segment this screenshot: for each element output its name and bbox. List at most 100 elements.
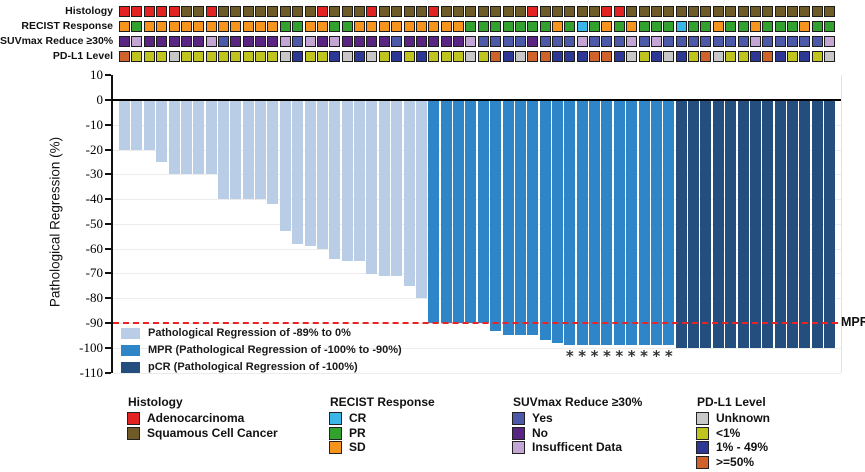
- annotation-square: [440, 6, 452, 17]
- annotation-square: [688, 21, 699, 32]
- annotation-square: [205, 21, 217, 32]
- annotation-square: [564, 50, 576, 62]
- annotation-square: [601, 50, 613, 62]
- patient-bar: [589, 101, 601, 346]
- annotation-square: [700, 6, 712, 17]
- legend-swatch: [696, 441, 709, 455]
- annotation-square: [230, 21, 242, 32]
- y-tick-label: -70: [85, 265, 103, 281]
- patient-bar: [799, 101, 811, 348]
- annotation-square: [316, 6, 328, 17]
- legend-swatch: [512, 426, 525, 440]
- annotation-square: [799, 36, 811, 47]
- legend-swatch: [329, 412, 342, 425]
- y-tick-mark: [105, 123, 111, 126]
- legend-swatch: [329, 441, 342, 455]
- annotation-square: [428, 50, 440, 62]
- annotation-square: [490, 36, 502, 47]
- annotation-square: [415, 21, 427, 32]
- legend-item-label: <1%: [716, 425, 741, 440]
- legend-swatch: [512, 412, 525, 425]
- annotation-square: [811, 50, 823, 62]
- annotation-square: [403, 50, 415, 62]
- patient-bar: [552, 101, 563, 343]
- annotation-square: [205, 36, 217, 47]
- annotation-square: [304, 21, 316, 32]
- annotation-square: [539, 21, 551, 32]
- y-tick-mark: [105, 173, 111, 176]
- annotation-square: [180, 50, 192, 62]
- plot-right-border: [841, 75, 842, 373]
- patient-bar: [304, 101, 316, 247]
- legend-item-label: SD: [349, 440, 366, 455]
- plot-legend-label: pCR (Pathological Regression of -100%): [148, 361, 358, 373]
- annotation-square: [824, 6, 836, 17]
- patient-bar: [168, 101, 180, 175]
- plot-legend-label: MPR (Pathological Regression of -100% to…: [148, 344, 402, 356]
- annotation-square: [403, 21, 415, 32]
- legend-item-label: PR: [349, 425, 366, 440]
- annotation-square: [712, 21, 724, 32]
- annotation-square: [650, 6, 662, 17]
- asterisk-marker: *: [652, 347, 661, 365]
- patient-bar: [180, 101, 192, 175]
- annotation-square: [527, 21, 539, 32]
- annotation-square: [403, 36, 415, 47]
- annotation-square: [168, 50, 180, 62]
- annotation-square: [193, 36, 205, 47]
- patient-bar: [663, 101, 675, 346]
- annotation-square: [230, 50, 242, 62]
- patient-bar: [700, 101, 712, 348]
- annotation-square: [811, 36, 823, 47]
- annotation-square: [255, 36, 267, 47]
- y-tick-label: -10: [85, 116, 103, 132]
- annotation-square: [712, 50, 724, 62]
- annotation-square: [131, 50, 143, 62]
- annotation-square: [218, 6, 229, 17]
- patient-bar: [131, 101, 143, 150]
- legend-item-label: Adenocarcinoma: [147, 411, 245, 425]
- mpr-reference-line: [113, 322, 838, 324]
- annotation-square: [156, 6, 168, 17]
- gridline: [113, 248, 841, 250]
- patient-bar: [391, 101, 403, 276]
- legend-swatch: [127, 426, 140, 440]
- patient-bar: [490, 101, 502, 331]
- annotation-square: [428, 6, 440, 17]
- annotation-square: [737, 6, 749, 17]
- legend-item-label: 1% - 49%: [716, 440, 769, 455]
- patient-bar: [453, 101, 464, 323]
- annotation-square: [242, 50, 254, 62]
- patient-bar: [626, 101, 638, 346]
- annotation-square: [650, 21, 662, 32]
- annotation-square: [799, 6, 811, 17]
- annotation-square: [341, 6, 353, 17]
- patient-bar: [193, 101, 205, 175]
- annotation-square: [415, 6, 427, 17]
- patient-bar: [477, 101, 489, 323]
- annotation-square: [292, 21, 304, 32]
- annotation-square: [279, 36, 291, 47]
- patient-bar: [242, 101, 254, 200]
- annotation-square: [675, 21, 687, 32]
- gridline: [113, 298, 841, 300]
- legend-group-title: PD-L1 Level: [697, 395, 766, 409]
- annotation-square: [143, 21, 155, 32]
- annotation-square: [490, 21, 502, 32]
- y-tick-mark: [105, 198, 111, 201]
- annotation-square: [267, 36, 279, 47]
- annotation-square: [749, 6, 761, 17]
- annotation-square: [514, 6, 526, 17]
- annotation-square: [502, 36, 514, 47]
- track-label: Histology: [65, 5, 113, 17]
- annotation-square: [552, 36, 563, 47]
- annotation-square: [453, 6, 464, 17]
- annotation-square: [638, 36, 650, 47]
- gridline: [113, 124, 841, 126]
- patient-bar: [428, 101, 440, 323]
- annotation-square: [156, 36, 168, 47]
- annotation-square: [700, 36, 712, 47]
- annotation-square: [725, 36, 737, 47]
- patient-bar: [774, 101, 786, 348]
- annotation-square: [391, 50, 403, 62]
